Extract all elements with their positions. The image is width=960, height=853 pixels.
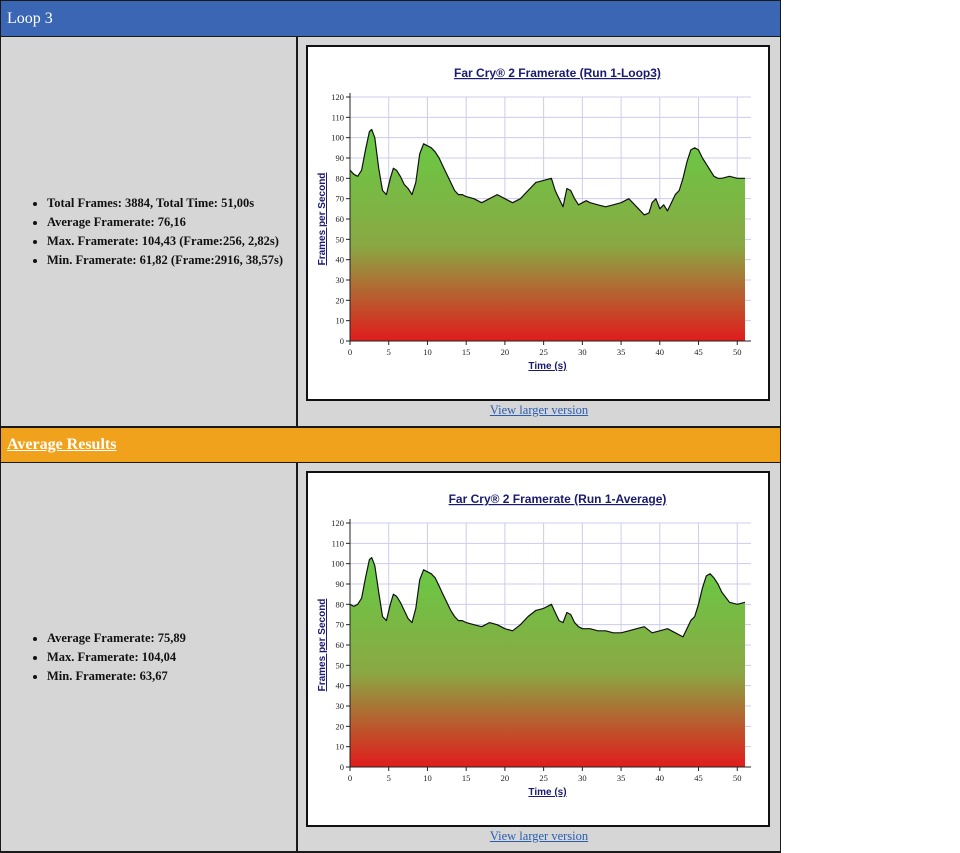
loop3-stat-max: Max. Framerate: 104,43 (Frame:256, 2,82s… <box>47 234 283 249</box>
y-axis-label: Frames per Second <box>317 173 328 266</box>
x-tick-label: 20 <box>501 347 510 357</box>
loop3-stat-total: Total Frames: 3884, Total Time: 51,00s <box>47 196 283 211</box>
average-framerate-chart: Far Cry® 2 Framerate (Run 1-Average) 0 10 2… <box>317 492 751 798</box>
y-tick-label: 120 <box>331 518 344 528</box>
y-tick-label: 110 <box>332 112 344 122</box>
y-tick-label: 20 <box>336 295 345 305</box>
average-header: Average Results <box>0 426 781 463</box>
x-tick-label: 45 <box>694 773 703 783</box>
loop3-link-container: View larger version <box>298 403 780 418</box>
x-tick-label: 5 <box>387 347 391 357</box>
y-axis-label: Frames per Second <box>317 599 328 692</box>
average-view-larger-link[interactable]: View larger version <box>489 829 589 843</box>
loop3-header-title: Loop 3 <box>7 9 53 27</box>
y-tick-label: 70 <box>336 194 345 204</box>
x-tick-label: 45 <box>694 347 703 357</box>
x-tick-label: 40 <box>656 773 665 783</box>
y-tick-label: 90 <box>336 579 345 589</box>
average-stat-min: Min. Framerate: 63,67 <box>47 669 186 684</box>
x-tick-label: 10 <box>423 347 432 357</box>
loop3-stat-min: Min. Framerate: 61,82 (Frame:2916, 38,57… <box>47 253 283 268</box>
x-tick-label: 30 <box>578 773 587 783</box>
x-tick-label: 50 <box>733 773 742 783</box>
x-tick-label: 20 <box>501 773 510 783</box>
y-tick-label: 50 <box>336 660 345 670</box>
y-tick-label: 60 <box>336 640 345 650</box>
y-tick-label: 80 <box>336 173 345 183</box>
average-row: Average Framerate: 75,89 Max. Framerate:… <box>0 463 781 853</box>
x-tick-label: 35 <box>617 347 626 357</box>
average-link-container: View larger version <box>298 829 780 844</box>
y-tick-label: 100 <box>331 559 344 569</box>
page-wrapper: Loop 3 Total Frames: 3884, Total Time: 5… <box>0 0 781 853</box>
average-stats-list: Average Framerate: 75,89 Max. Framerate:… <box>1 627 186 688</box>
loop3-chart-frame: Far Cry® 2 Framerate (Run 1-Loop3) 0 10 20 3… <box>306 45 770 401</box>
x-tick-label: 30 <box>578 347 587 357</box>
framerate-line <box>349 557 746 638</box>
loop3-row: Total Frames: 3884, Total Time: 51,00s A… <box>0 37 781 426</box>
x-tick-label: 0 <box>348 773 352 783</box>
x-tick-label: 35 <box>617 773 626 783</box>
average-results-link[interactable]: Average Results <box>7 436 117 453</box>
x-tick-label: 15 <box>462 347 471 357</box>
y-tick-label: 30 <box>336 275 345 285</box>
average-stat-max: Max. Framerate: 104,04 <box>47 650 186 665</box>
framerate-line <box>349 128 745 216</box>
framerate-area <box>350 557 745 767</box>
y-tick-label: 120 <box>331 92 344 102</box>
x-tick-label: 50 <box>733 347 742 357</box>
loop3-view-larger-link[interactable]: View larger version <box>489 403 589 417</box>
x-tick-label: 40 <box>656 347 665 357</box>
average-stat-average: Average Framerate: 75,89 <box>47 631 186 646</box>
x-tick-label: 10 <box>423 773 432 783</box>
y-tick-label: 10 <box>336 316 345 326</box>
chart-title: Far Cry® 2 Framerate (Run 1-Loop3) <box>454 66 661 80</box>
y-tick-label: 10 <box>336 742 345 752</box>
loop3-stats-panel: Total Frames: 3884, Total Time: 51,00s A… <box>1 37 298 426</box>
y-tick-label: 70 <box>336 620 345 630</box>
chart-title: Far Cry® 2 Framerate (Run 1-Average) <box>449 492 667 506</box>
loop3-header: Loop 3 <box>0 0 781 37</box>
loop3-stats-list: Total Frames: 3884, Total Time: 51,00s A… <box>1 192 283 272</box>
y-tick-label: 0 <box>340 336 344 346</box>
y-tick-label: 30 <box>336 701 345 711</box>
x-tick-label: 25 <box>539 347 548 357</box>
x-tick-label: 0 <box>348 347 352 357</box>
y-tick-label: 20 <box>336 721 345 731</box>
y-tick-label: 90 <box>336 153 345 163</box>
y-tick-label: 50 <box>336 234 345 244</box>
x-axis-label: Time (s) <box>528 361 566 372</box>
framerate-area <box>350 129 745 341</box>
y-tick-label: 60 <box>336 214 345 224</box>
x-tick-label: 25 <box>539 773 548 783</box>
y-tick-label: 0 <box>340 762 344 772</box>
average-stats-panel: Average Framerate: 75,89 Max. Framerate:… <box>1 463 298 851</box>
y-tick-label: 40 <box>336 255 345 265</box>
y-tick-label: 80 <box>336 599 345 609</box>
y-tick-label: 110 <box>332 538 344 548</box>
loop3-stat-average: Average Framerate: 76,16 <box>47 215 283 230</box>
average-chart-panel: Far Cry® 2 Framerate (Run 1-Average) 0 10 2… <box>298 463 780 851</box>
x-tick-label: 15 <box>462 773 471 783</box>
average-chart-frame: Far Cry® 2 Framerate (Run 1-Average) 0 10 2… <box>306 471 770 827</box>
y-tick-label: 100 <box>331 133 344 143</box>
loop3-chart-panel: Far Cry® 2 Framerate (Run 1-Loop3) 0 10 20 3… <box>298 37 780 426</box>
x-axis-label: Time (s) <box>528 787 566 798</box>
x-tick-label: 5 <box>387 773 391 783</box>
y-tick-label: 40 <box>336 681 345 691</box>
loop3-framerate-chart: Far Cry® 2 Framerate (Run 1-Loop3) 0 10 20 3… <box>317 66 751 372</box>
